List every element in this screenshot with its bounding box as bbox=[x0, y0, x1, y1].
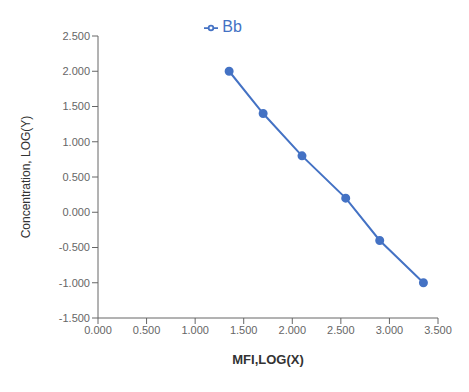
svg-text:-1.000: -1.000 bbox=[59, 277, 90, 289]
svg-text:1.500: 1.500 bbox=[62, 100, 90, 112]
svg-text:1.000: 1.000 bbox=[62, 136, 90, 148]
svg-text:0.000: 0.000 bbox=[84, 324, 112, 336]
svg-text:MFI,LOG(X): MFI,LOG(X) bbox=[232, 352, 304, 367]
svg-text:-1.500: -1.500 bbox=[59, 312, 90, 324]
html-text:Bb: Bb bbox=[222, 18, 242, 35]
svg-text:3.500: 3.500 bbox=[424, 324, 452, 336]
svg-text:3.000: 3.000 bbox=[376, 324, 404, 336]
svg-text:2.000: 2.000 bbox=[62, 65, 90, 77]
svg-text:-0.500: -0.500 bbox=[59, 241, 90, 253]
svg-text:Concentration, LOG(Y): Concentration, LOG(Y) bbox=[19, 116, 33, 239]
svg-text:0.500: 0.500 bbox=[62, 171, 90, 183]
svg-text:0.000: 0.000 bbox=[62, 206, 90, 218]
svg-text:2.500: 2.500 bbox=[62, 30, 90, 42]
svg-text:2.000: 2.000 bbox=[279, 324, 307, 336]
svg-text:1.000: 1.000 bbox=[181, 324, 209, 336]
svg-text:2.500: 2.500 bbox=[327, 324, 355, 336]
svg-text:0.500: 0.500 bbox=[133, 324, 161, 336]
svg-text:1.500: 1.500 bbox=[230, 324, 258, 336]
